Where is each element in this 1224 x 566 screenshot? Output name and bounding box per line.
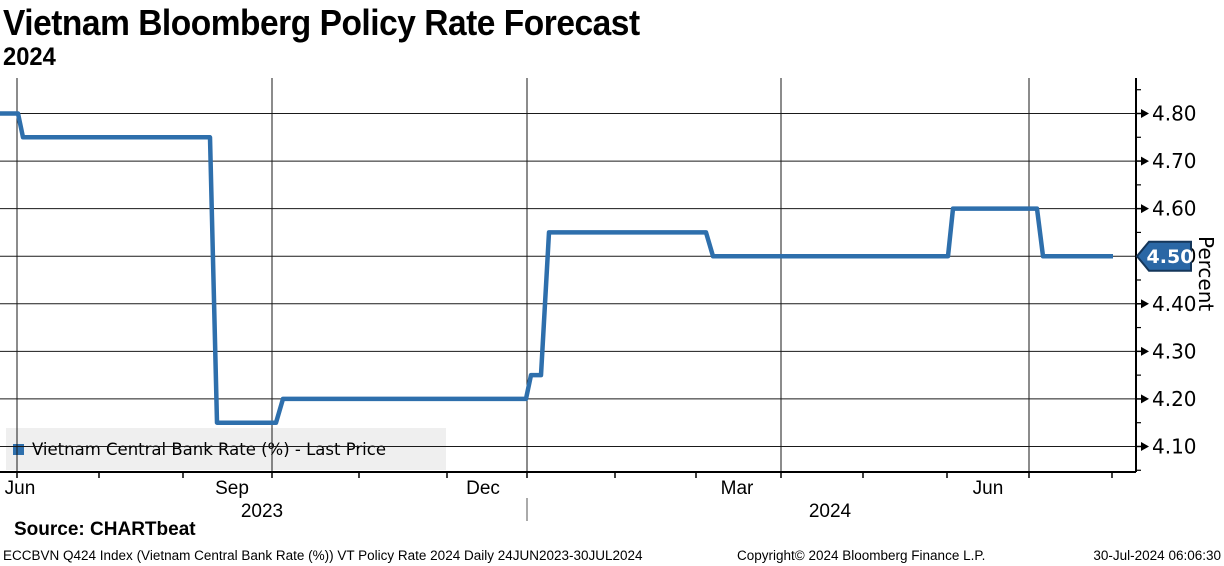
x-axis-month-label: Dec [466, 478, 500, 499]
y-tick-arrow-icon [1141, 156, 1149, 166]
legend-marker-icon [13, 443, 24, 455]
legend-label: Vietnam Central Bank Rate (%) - Last Pri… [32, 439, 386, 459]
source-label: Source: [14, 519, 85, 540]
x-axis-month-label: Sep [215, 478, 249, 499]
y-axis-tick-label: 4.40 [1152, 292, 1197, 316]
y-axis-tick-label: 4.10 [1152, 434, 1197, 458]
page-title: Vietnam Bloomberg Policy Rate Forecast [3, 2, 640, 43]
footer-index-description: ECCBVN Q424 Index (Vietnam Central Bank … [3, 548, 643, 563]
y-axis-title: Percent [1194, 236, 1218, 312]
y-axis-tick-label: 4.20 [1152, 387, 1197, 411]
footer-copyright: Copyright© 2024 Bloomberg Finance L.P. [737, 548, 986, 563]
y-tick-arrow-icon [1141, 109, 1149, 118]
y-axis-tick-label: 4.80 [1152, 102, 1197, 126]
series-line [0, 111, 1113, 425]
y-tick-arrow-icon [1141, 299, 1149, 309]
source-line: Source: CHARTbeat [14, 519, 196, 541]
last-price-badge-label: 4.50 [1147, 246, 1194, 268]
y-tick-arrow-icon [1141, 346, 1149, 356]
footer: ECCBVN Q424 Index (Vietnam Central Bank … [0, 548, 1224, 566]
y-axis-tick-label: 4.30 [1152, 339, 1197, 363]
y-tick-arrow-icon [1141, 441, 1149, 451]
x-axis-month-label: Mar [721, 478, 754, 499]
rate-line-chart: 4.80 4.70 4.60 4.50 4.40 4.30 4.20 4.10 Jun Sep De… [0, 78, 1197, 521]
y-tick-arrow-icon [1141, 394, 1149, 404]
x-axis-month-label: Jun [5, 478, 36, 499]
x-axis-year-label: 2023 [241, 501, 283, 521]
last-price-badge [1135, 240, 1192, 272]
page-subtitle: 2024 [3, 43, 56, 71]
y-axis-tick-label: 4.70 [1152, 149, 1197, 173]
x-axis-month-label: Jun [973, 478, 1004, 499]
y-axis-tick-label: 4.60 [1152, 197, 1197, 221]
chart-legend: Vietnam Central Bank Rate (%) - Last Pri… [6, 428, 446, 470]
footer-timestamp: 30-Jul-2024 06:06:30 [1093, 548, 1221, 563]
source-value: CHARTbeat [90, 519, 196, 540]
y-tick-arrow-icon [1141, 204, 1149, 214]
x-axis-year-label: 2024 [809, 501, 852, 521]
